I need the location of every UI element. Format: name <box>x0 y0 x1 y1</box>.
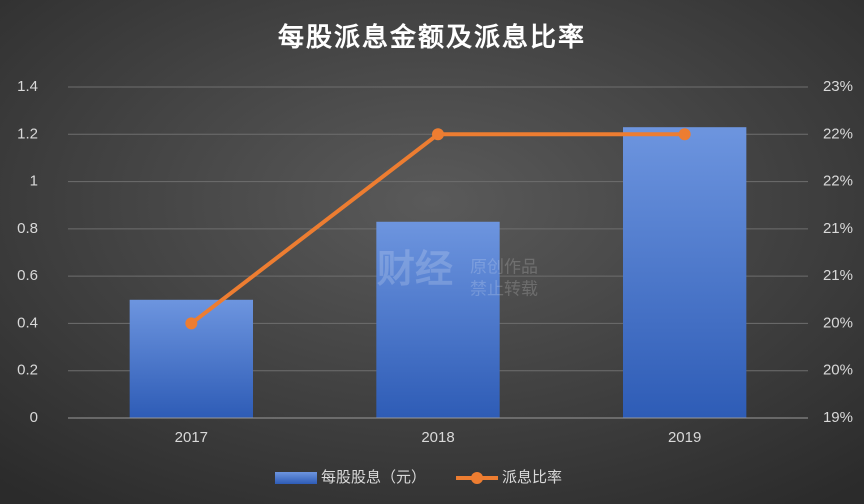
x-tick-label: 2019 <box>668 429 701 446</box>
x-tick-label: 2017 <box>175 429 208 446</box>
y2-tick-label: 22% <box>823 125 853 142</box>
line-marker <box>185 317 198 330</box>
plot-area: 0 0.2 0.4 0.6 0.8 1 1.2 1.4 19% 20% 20% 21% 21% 22% 22… <box>17 78 853 486</box>
legend-label: 派息比率 <box>502 469 562 486</box>
y-tick-label: 0.2 <box>17 362 38 379</box>
y-tick-label: 1.4 <box>17 78 38 95</box>
y2-tick-label: 19% <box>823 409 853 426</box>
x-tick-label: 2018 <box>421 429 454 446</box>
legend-swatch <box>471 472 484 484</box>
y-tick-label: 1 <box>30 173 38 190</box>
y2-tick-label: 21% <box>823 267 853 284</box>
y2-tick-label: 20% <box>823 314 853 331</box>
y-tick-label: 0.4 <box>17 314 38 331</box>
y-tick-label: 0.8 <box>17 220 38 237</box>
bar <box>376 221 500 418</box>
legend-label: 每股股息（元） <box>321 469 426 486</box>
y-tick-label: 1.2 <box>17 125 38 142</box>
bar <box>623 127 747 418</box>
y2-tick-label: 23% <box>823 78 853 95</box>
watermark: 禁止转载 <box>470 279 538 298</box>
y-tick-label: 0.6 <box>17 267 38 284</box>
watermark: 原创作品 <box>470 257 538 276</box>
y2-tick-label: 20% <box>823 362 853 379</box>
line-marker <box>678 128 691 141</box>
legend-swatch <box>275 472 317 484</box>
y-tick-label: 0 <box>30 409 38 426</box>
y2-tick-label: 22% <box>823 173 853 190</box>
chart-title: 每股派息金额及派息比率 <box>278 22 586 52</box>
y2-tick-label: 21% <box>823 220 853 237</box>
watermark: 财经 <box>377 249 453 291</box>
line-marker <box>432 128 444 141</box>
